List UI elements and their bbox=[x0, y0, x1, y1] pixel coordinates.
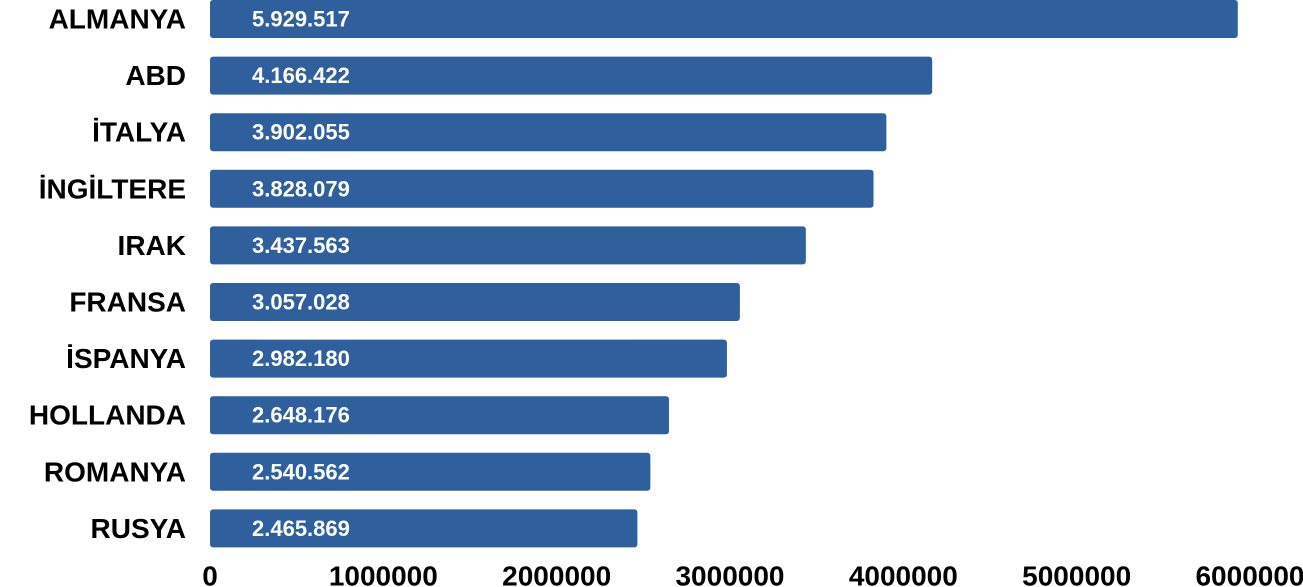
category-labels-group: ALMANYA ABD İTALYA İNGİLTERE IRAK FRANSA İSPAN… bbox=[29, 4, 186, 544]
bars-group bbox=[210, 0, 1238, 547]
value-label-8: 2.540.562 bbox=[252, 459, 350, 484]
x-tick-label-0: 0 bbox=[202, 561, 218, 587]
value-label-1: 4.166.422 bbox=[252, 63, 350, 88]
x-tick-label-1: 1000000 bbox=[329, 561, 438, 587]
x-tick-label-5: 5000000 bbox=[1022, 561, 1131, 587]
category-label-8: ROMANYA bbox=[44, 456, 186, 487]
category-label-6: İSPANYA bbox=[66, 343, 186, 374]
value-label-6: 2.982.180 bbox=[252, 346, 350, 371]
category-label-2: İTALYA bbox=[92, 117, 186, 148]
x-tick-label-3: 3000000 bbox=[675, 561, 784, 587]
x-tick-label-4: 4000000 bbox=[849, 561, 958, 587]
bar-0 bbox=[210, 0, 1238, 38]
category-label-0: ALMANYA bbox=[49, 4, 186, 35]
x-tick-label-6: 6000000 bbox=[1195, 561, 1303, 587]
category-label-4: IRAK bbox=[118, 230, 186, 261]
value-label-5: 3.057.028 bbox=[252, 290, 350, 315]
value-label-7: 2.648.176 bbox=[252, 403, 350, 428]
category-label-1: ABD bbox=[125, 60, 186, 91]
category-label-7: HOLLANDA bbox=[29, 400, 186, 431]
value-label-9: 2.465.869 bbox=[252, 516, 350, 541]
value-label-3: 3.828.079 bbox=[252, 176, 350, 201]
category-label-3: İNGİLTERE bbox=[39, 173, 186, 204]
category-label-9: RUSYA bbox=[91, 513, 186, 544]
x-tick-label-2: 2000000 bbox=[502, 561, 611, 587]
value-label-0: 5.929.517 bbox=[252, 7, 350, 32]
value-label-2: 3.902.055 bbox=[252, 120, 350, 145]
category-label-5: FRANSA bbox=[69, 287, 186, 318]
value-labels-group: 5.929.517 4.166.422 3.902.055 3.828.079 3.43… bbox=[252, 7, 350, 541]
x-axis-ticks-group: 0 1000000 2000000 3000000 4000000 5000000 6000… bbox=[202, 561, 1303, 587]
value-label-4: 3.437.563 bbox=[252, 233, 350, 258]
